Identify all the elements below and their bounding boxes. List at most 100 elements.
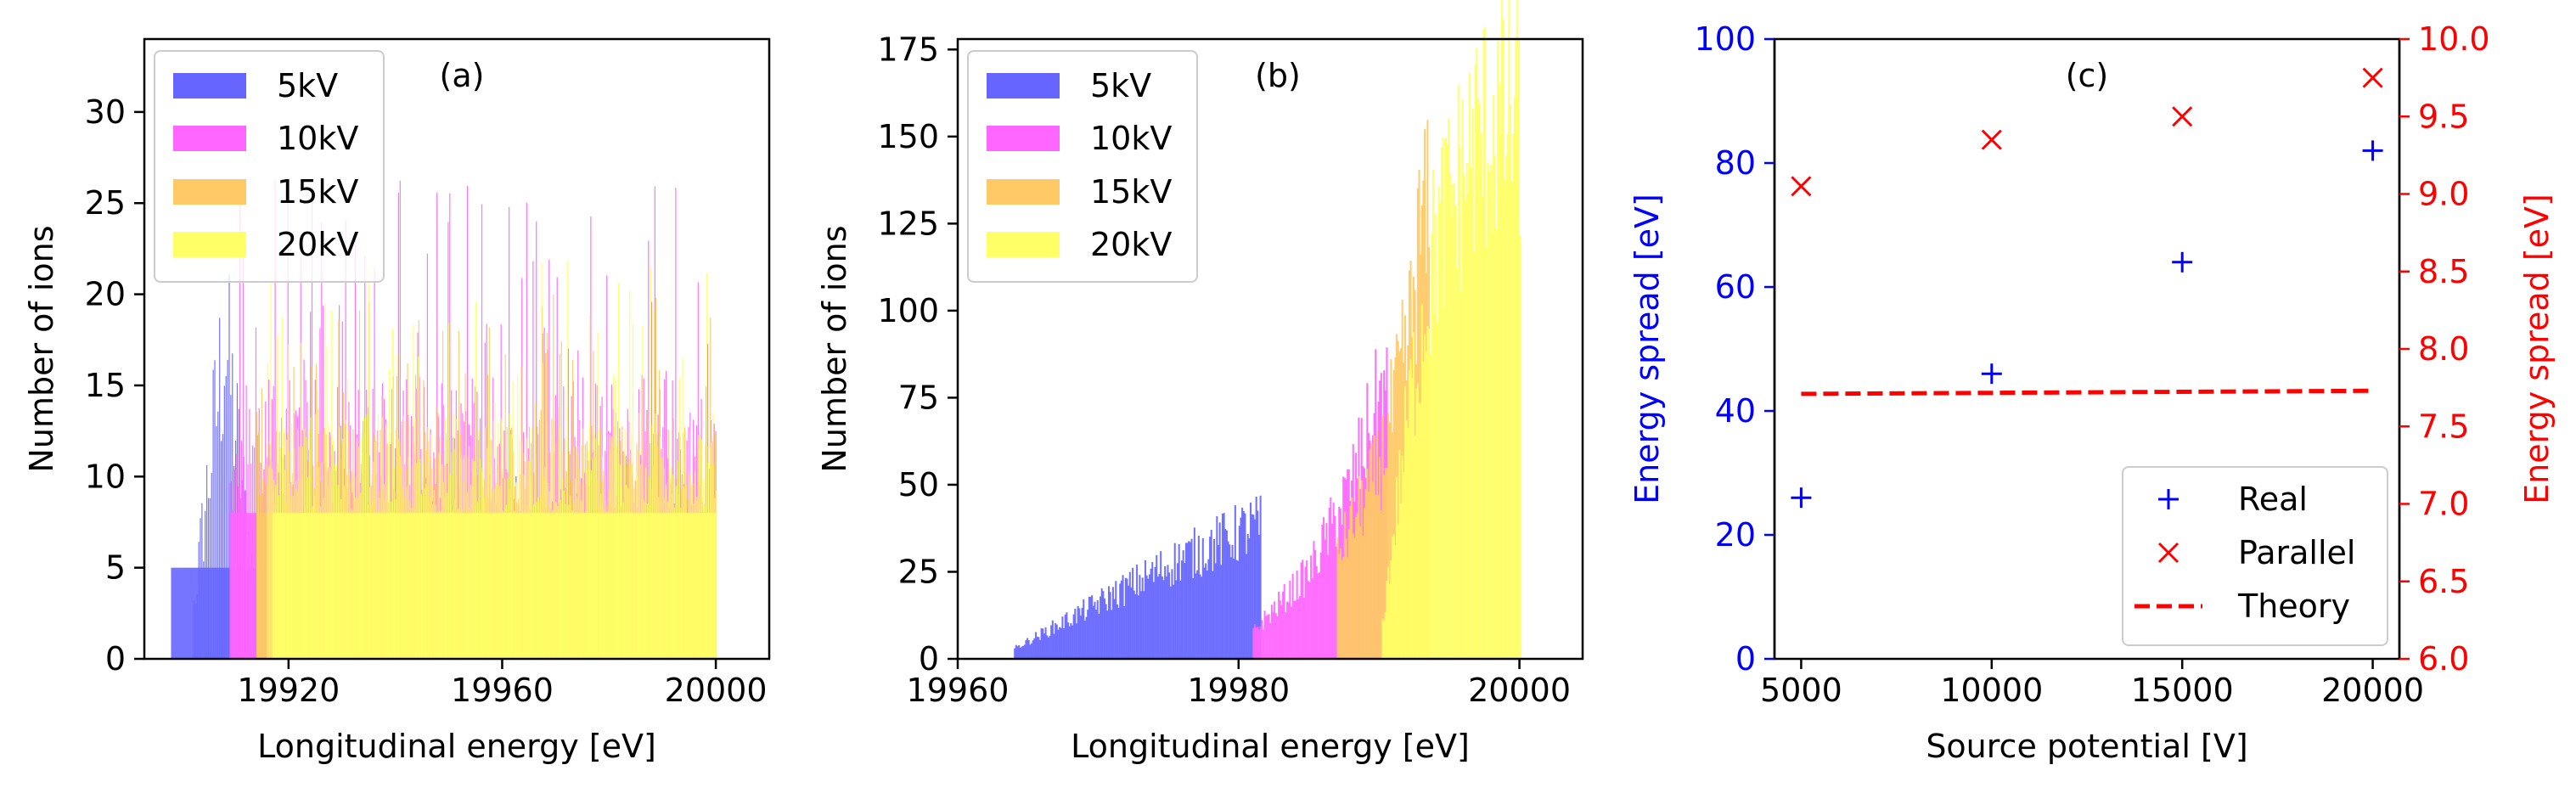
- histogram-bin: [1353, 537, 1356, 659]
- histogram-bin: [1248, 538, 1251, 659]
- histogram-bin: [1212, 571, 1214, 659]
- histogram-bin: [1444, 138, 1447, 660]
- histogram-bin: [589, 315, 591, 659]
- histogram-bin: [1196, 570, 1199, 659]
- histogram-bin: [568, 504, 570, 659]
- histogram-bin: [613, 374, 615, 659]
- histogram-bin: [272, 469, 273, 659]
- panel-a-x-ticks: 19920 19960 20000: [237, 659, 768, 709]
- histogram-bin: [466, 186, 469, 659]
- histogram-bin: [701, 439, 703, 659]
- histogram-bin: [1173, 584, 1175, 659]
- histogram-bin: [1330, 523, 1333, 659]
- histogram-bin: [1055, 624, 1058, 659]
- histogram-bin: [1164, 565, 1167, 659]
- histogram-bin: [1111, 587, 1114, 659]
- histogram-bin: [1216, 515, 1218, 659]
- histogram-bin: [504, 354, 506, 659]
- y-tick-label: 150: [877, 118, 939, 155]
- histogram-bin: [693, 503, 695, 659]
- histogram-bin: [1169, 586, 1172, 659]
- histogram-bin: [1078, 608, 1081, 659]
- histogram-bin: [348, 469, 351, 659]
- histogram-bin: [638, 413, 640, 659]
- x-tick-label: 20000: [2321, 672, 2424, 709]
- histogram-bin: [1495, 228, 1498, 659]
- histogram-bin: [610, 436, 611, 659]
- histogram-bin: [1158, 574, 1161, 659]
- histogram-bin: [1171, 569, 1173, 659]
- histogram-bin: [1210, 530, 1212, 659]
- histogram-bin: [1036, 636, 1038, 659]
- histogram-bin: [707, 463, 709, 659]
- histogram-bin: [633, 497, 636, 659]
- histogram-bin: [1081, 608, 1083, 659]
- histogram-bin: [430, 434, 432, 659]
- histogram-bin: [1403, 472, 1405, 659]
- histogram-bin: [1022, 645, 1025, 659]
- legend-marker-real: [2158, 489, 2179, 509]
- histogram-bin: [420, 494, 423, 659]
- histogram-bin: [321, 222, 323, 660]
- histogram-bin: [696, 497, 698, 659]
- histogram-bin: [387, 443, 389, 659]
- histogram-bin: [1387, 566, 1390, 659]
- histogram-bin: [377, 413, 380, 659]
- histogram-bin: [1335, 546, 1337, 659]
- histogram-bin: [239, 201, 241, 659]
- histogram-bin: [590, 216, 592, 660]
- panel-c-xlabel: Source potential [V]: [1926, 728, 2247, 765]
- histogram-bin: [685, 473, 687, 659]
- histogram-bin: [1088, 596, 1090, 659]
- histogram-bin: [447, 222, 449, 659]
- histogram-bin: [651, 425, 653, 659]
- histogram-bin: [1387, 413, 1390, 659]
- histogram-bin: [1274, 613, 1277, 659]
- histogram-bin: [1456, 267, 1459, 659]
- histogram-bin: [1197, 535, 1200, 659]
- y-tick-label: 40: [1715, 392, 1756, 430]
- histogram-bin: [1123, 605, 1126, 659]
- histogram-bin: [419, 458, 421, 659]
- x-tick-label: 19920: [237, 672, 340, 709]
- histogram-bin: [364, 256, 366, 659]
- histogram-bin: [1383, 621, 1386, 659]
- histogram-bin: [443, 481, 445, 659]
- legend-label-parallel: Parallel: [2238, 534, 2355, 571]
- histogram-bin: [1025, 640, 1027, 659]
- histogram-bin: [1330, 497, 1332, 659]
- histogram-bin: [1214, 563, 1217, 659]
- histogram-bin: [310, 312, 312, 659]
- histogram-bin: [319, 506, 322, 659]
- histogram-bin: [1268, 614, 1270, 659]
- histogram-bin: [1411, 378, 1414, 659]
- histogram-bin: [278, 495, 280, 659]
- histogram-bin: [1113, 599, 1116, 659]
- histogram-bin: [660, 436, 661, 659]
- y-tick-label: 0: [105, 640, 126, 678]
- histogram-bin: [544, 352, 546, 659]
- histogram-bin: [470, 485, 472, 659]
- panel-a-xlabel: Longitudinal energy [eV]: [257, 728, 656, 765]
- histogram-bin: [1457, 84, 1460, 659]
- histogram-bin: [1319, 552, 1322, 659]
- histogram-bin: [436, 193, 438, 659]
- x-tick-label: 19960: [907, 672, 1010, 709]
- histogram-bin: [667, 501, 669, 659]
- histogram-bin: [650, 301, 653, 659]
- histogram-bin: [456, 419, 458, 659]
- histogram-bin: [284, 470, 286, 659]
- histogram-bin: [341, 321, 343, 659]
- histogram-bin: [561, 478, 564, 659]
- histogram-bin: [436, 511, 438, 659]
- histogram-bin: [1392, 369, 1395, 659]
- histogram-bin: [593, 432, 595, 659]
- histogram-bin: [617, 283, 620, 659]
- histogram-bin: [1516, 0, 1519, 659]
- histogram-bin: [1173, 543, 1176, 659]
- histogram-bin: [432, 504, 434, 659]
- legend-swatch-10kv: [987, 126, 1060, 151]
- histogram-bin: [1399, 503, 1403, 659]
- histogram-bin: [664, 468, 666, 659]
- histogram-bin: [1038, 639, 1041, 659]
